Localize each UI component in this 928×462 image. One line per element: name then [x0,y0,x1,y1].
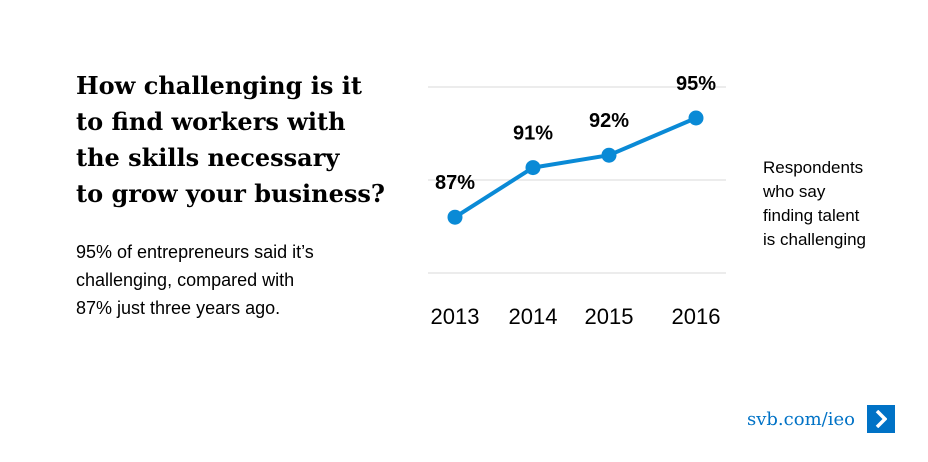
headline-line: the skills necessary [76,143,340,172]
summary-line: 95% of entrepreneurs said it’s [76,242,314,262]
data-point [601,147,617,163]
data-point [525,160,541,176]
footer-link[interactable]: svb.com/ieo [747,405,895,433]
x-tick-label: 2013 [431,304,480,329]
legend-note-line: who say [763,182,826,201]
headline-line: How challenging is it [76,71,362,100]
data-label: 87% [435,172,475,194]
data-point [688,110,704,126]
legend-note-line: is challenging [763,230,867,249]
chevron-right-icon[interactable] [866,405,895,433]
summary-line: 87% just three years ago. [76,298,281,318]
summary-text: 95% of entrepreneurs said it’s challengi… [76,238,376,322]
headline: How challenging is it to find workers wi… [76,68,406,212]
data-label: 95% [676,73,716,95]
series-line [453,116,697,219]
data-label: 91% [513,123,553,145]
x-tick-label: 2016 [672,304,721,329]
x-tick-label: 2015 [585,304,634,329]
headline-line: to find workers with [76,107,346,136]
x-tick-label: 2014 [509,304,558,329]
summary-line: challenging, compared with [76,270,295,290]
legend-note-line: finding talent [763,206,860,225]
headline-line: to grow your business? [76,179,385,208]
chart-legend-note: Respondents who say finding talent is ch… [763,156,866,252]
data-label: 92% [589,110,629,132]
legend-note-line: Respondents [763,158,864,177]
data-point [447,209,463,225]
footer-link-text[interactable]: svb.com/ieo [747,408,855,430]
